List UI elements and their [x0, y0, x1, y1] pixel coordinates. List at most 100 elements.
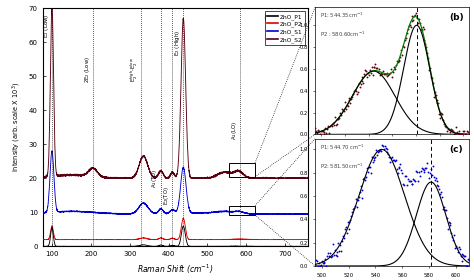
Point [361, 176, 368, 181]
Point [380, 72, 388, 76]
Point [350, 206, 358, 210]
Point [439, 118, 447, 123]
Point [438, 195, 446, 199]
Point [455, 128, 463, 133]
Point [461, 254, 468, 258]
Point [458, 251, 465, 256]
Point [422, 165, 429, 170]
Point [444, 127, 451, 131]
Point [358, 78, 365, 83]
Point [417, 169, 425, 174]
Point [401, 45, 408, 49]
Point [323, 127, 331, 132]
Point [452, 125, 460, 130]
Point [438, 111, 446, 116]
Point [461, 129, 468, 134]
Point [417, 27, 425, 32]
Point [329, 242, 337, 247]
Point [460, 253, 467, 257]
Point [351, 204, 359, 208]
Point [423, 161, 431, 166]
Point [334, 117, 341, 121]
Point [451, 246, 459, 250]
Text: P1: 544.70 cm$^{-1}$: P1: 544.70 cm$^{-1}$ [320, 143, 365, 152]
Point [340, 236, 348, 240]
Point [377, 71, 385, 75]
Point [337, 249, 345, 254]
Point [339, 108, 347, 113]
Point [350, 89, 358, 94]
Bar [228, 206, 255, 215]
Text: A$_1$(LO): A$_1$(LO) [230, 121, 239, 140]
Point [357, 82, 365, 87]
Point [462, 264, 470, 268]
Point [312, 257, 320, 262]
Point [392, 158, 400, 163]
Point [379, 69, 387, 73]
Point [362, 69, 370, 74]
Point [462, 253, 469, 258]
Point [456, 131, 464, 136]
Text: E$_2$(TO): E$_2$(TO) [162, 186, 171, 205]
Point [318, 129, 326, 133]
Point [410, 177, 417, 181]
Point [315, 128, 323, 133]
Point [321, 130, 328, 134]
Point [404, 176, 411, 181]
Point [320, 132, 328, 137]
Point [353, 205, 361, 210]
Point [440, 205, 448, 209]
Point [381, 71, 389, 76]
Point [447, 127, 455, 131]
Point [360, 81, 367, 85]
Point [431, 90, 438, 94]
Point [317, 262, 325, 267]
Point [370, 65, 377, 69]
Point [320, 260, 328, 264]
Point [426, 66, 434, 70]
Point [331, 248, 338, 252]
Point [343, 231, 350, 235]
Point [322, 130, 330, 135]
Point [381, 143, 389, 148]
Point [413, 16, 421, 20]
Point [359, 187, 366, 192]
Point [409, 182, 416, 187]
Point [364, 70, 372, 75]
Point [397, 162, 404, 166]
Point [399, 52, 406, 57]
Point [424, 56, 432, 60]
Point [317, 129, 325, 133]
Point [429, 80, 437, 85]
Point [464, 130, 472, 134]
Point [402, 174, 410, 178]
Point [387, 156, 395, 160]
Point [416, 21, 424, 25]
Point [326, 251, 334, 256]
Point [366, 68, 374, 73]
Point [395, 165, 402, 169]
Point [455, 245, 463, 249]
Point [392, 62, 400, 67]
Point [346, 101, 354, 106]
Point [314, 128, 322, 133]
Point [340, 108, 348, 113]
Point [403, 183, 410, 187]
Point [333, 250, 340, 254]
Point [368, 155, 375, 159]
Point [331, 115, 338, 120]
Point [313, 259, 321, 263]
Point [432, 93, 439, 97]
Point [438, 190, 445, 194]
Point [376, 73, 384, 78]
Point [462, 132, 470, 136]
Point [373, 66, 380, 70]
Point [364, 169, 372, 174]
Point [408, 14, 415, 18]
Point [420, 27, 428, 32]
Point [384, 73, 392, 77]
Point [326, 123, 334, 128]
Point [435, 184, 442, 189]
Point [377, 149, 385, 154]
Point [412, 11, 420, 15]
